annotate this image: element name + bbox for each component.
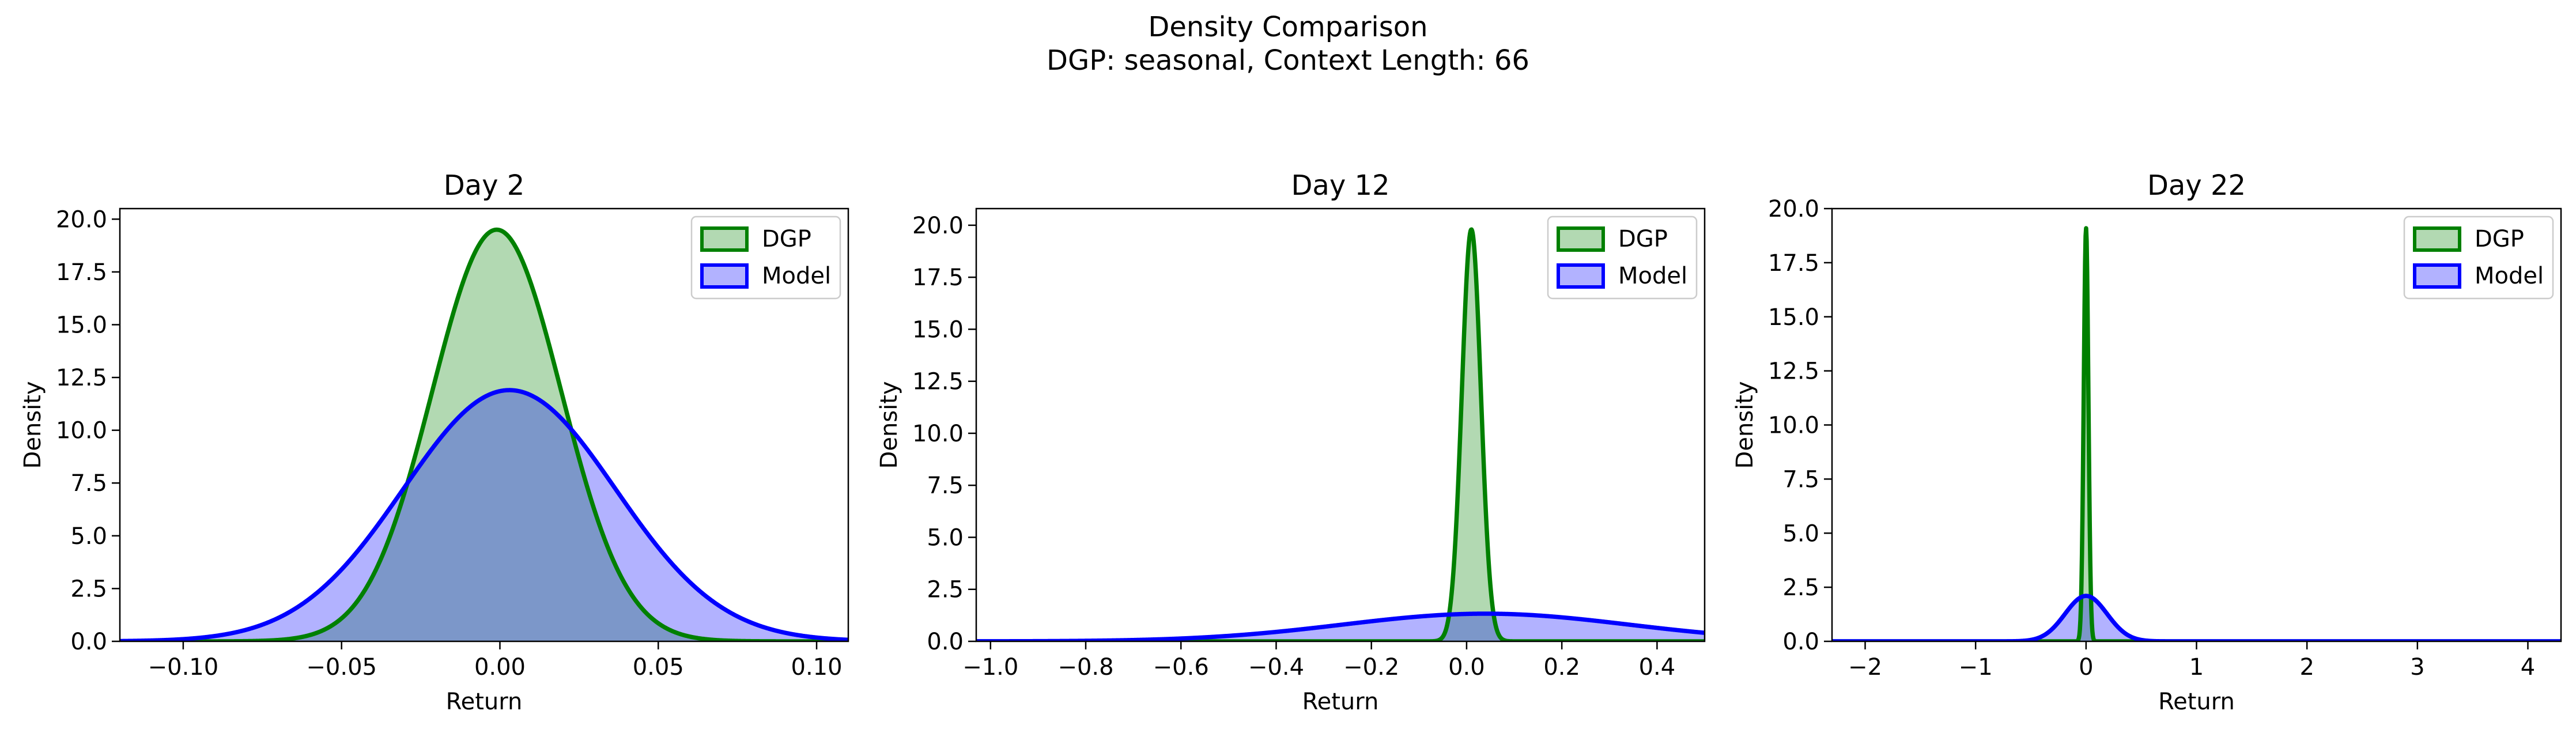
- legend-box: [690, 216, 841, 300]
- x-tick-label: 4: [2521, 654, 2535, 681]
- legend-box: [1547, 216, 1698, 300]
- legend-swatch-model: [1557, 263, 1605, 289]
- legend-swatch-dgp: [1557, 226, 1605, 252]
- chart-panel-2: −1.0 −0.8 −0.6 −0.4 −0.2 0.0 0.2 0.4 0.0 2.5 5.0 7.…: [876, 169, 1706, 715]
- x-axis-label: Return: [1302, 689, 1379, 715]
- y-axis-label: Density: [1732, 381, 1758, 468]
- y-tick-label: 0.0: [1782, 629, 1819, 655]
- y-tick-label: 10.0: [1768, 413, 1819, 439]
- x-tick-label: −0.10: [148, 654, 219, 681]
- density-line-model: [1832, 594, 2561, 641]
- x-tick-label: −1: [1959, 654, 1993, 681]
- chart-panel-1: −0.10 −0.05 0.00 0.05 0.10 0.0 2.5 5.0 7.5 10.0 12…: [20, 169, 849, 715]
- x-tick-label: 0.0: [1448, 654, 1485, 681]
- x-tick-label: −0.05: [306, 654, 377, 681]
- density-fill-dgp: [120, 229, 848, 641]
- y-tick-label: 5.0: [1782, 520, 1819, 547]
- x-tick-label: −2: [1848, 654, 1882, 681]
- x-tick-label: −0.6: [1153, 654, 1209, 681]
- chart-title: Day 22: [2147, 169, 2246, 202]
- x-tick-label: −0.2: [1343, 654, 1399, 681]
- x-tick-label: 0.05: [633, 654, 684, 681]
- density-fill-model: [120, 390, 848, 641]
- y-tick-label: 12.5: [912, 369, 964, 395]
- suptitle-line-2: DGP: seasonal, Context Length: 66: [1047, 44, 1529, 77]
- y-tick-label: 7.5: [70, 470, 107, 497]
- y-tick-label: 0.0: [927, 629, 964, 655]
- legend-box: [2403, 216, 2554, 300]
- figure-suptitle: Density Comparison DGP: seasonal, Contex…: [0, 10, 2576, 77]
- y-tick-label: 5.0: [70, 523, 107, 550]
- y-tick-label: 10.0: [912, 421, 964, 447]
- y-tick-label: 17.5: [912, 264, 964, 291]
- chart-panel-3: −2 −1 0 1 2 3 4 0.0 2.5 5.0 7.5 10.0 12.5 15.0 17.5 20.…: [1732, 169, 2562, 715]
- x-tick-label: 0.4: [1639, 654, 1676, 681]
- y-tick-label: 20.0: [912, 213, 964, 239]
- y-tick-label: 17.5: [1768, 250, 1819, 277]
- density-line-model: [120, 388, 848, 641]
- x-tick-label: 0.2: [1543, 654, 1580, 681]
- density-fill-model: [976, 613, 1705, 641]
- y-tick-label: 2.5: [70, 576, 107, 602]
- x-tick-label: 1: [2189, 654, 2204, 681]
- y-tick-label: 2.5: [927, 577, 964, 603]
- legend: DGP Model: [2403, 216, 2554, 300]
- legend-label-model: Model: [2475, 263, 2544, 289]
- y-tick-label: 15.0: [56, 312, 107, 338]
- y-tick-label: 20.0: [1768, 196, 1819, 222]
- y-tick-label: 5.0: [927, 524, 964, 551]
- y-tick-label: 15.0: [1768, 304, 1819, 331]
- chart-title: Day 2: [444, 169, 525, 202]
- x-tick-label: −0.8: [1057, 654, 1113, 681]
- axes-frame: [119, 207, 849, 642]
- legend-label-model: Model: [762, 263, 831, 289]
- x-tick-label: 0.00: [474, 654, 526, 681]
- density-fill-model: [1832, 596, 2561, 641]
- y-tick-label: 12.5: [56, 365, 107, 391]
- x-tick-label: −1.0: [962, 654, 1018, 681]
- legend-label-dgp: DGP: [1618, 226, 1668, 252]
- y-tick-label: 20.0: [56, 206, 107, 233]
- legend-label-dgp: DGP: [2475, 226, 2524, 252]
- x-tick-label: −0.4: [1248, 654, 1304, 681]
- legend-label-model: Model: [1618, 263, 1687, 289]
- axes-frame: [975, 207, 1706, 642]
- x-tick-label: 0: [2079, 654, 2093, 681]
- y-axis-label: Density: [20, 381, 46, 468]
- y-tick-label: 15.0: [912, 316, 964, 343]
- legend: DGP Model: [690, 216, 841, 300]
- legend-swatch-model: [700, 263, 749, 289]
- legend-swatch-model: [2413, 263, 2461, 289]
- x-tick-label: 0.10: [791, 654, 843, 681]
- legend-swatch-dgp: [2413, 226, 2461, 252]
- x-tick-label: 3: [2410, 654, 2424, 681]
- suptitle-line-1: Density Comparison: [1148, 11, 1428, 43]
- x-axis-label: Return: [2158, 689, 2235, 715]
- legend: DGP Model: [1547, 216, 1698, 300]
- y-tick-label: 2.5: [1782, 575, 1819, 601]
- chart-title: Day 12: [1291, 169, 1389, 202]
- y-axis-label: Density: [876, 381, 902, 468]
- y-tick-label: 7.5: [927, 473, 964, 499]
- y-tick-label: 12.5: [1768, 358, 1819, 385]
- y-tick-label: 0.0: [70, 629, 107, 655]
- legend-label-dgp: DGP: [762, 226, 811, 252]
- y-tick-label: 10.0: [56, 418, 107, 444]
- x-tick-label: 2: [2299, 654, 2314, 681]
- x-axis-label: Return: [446, 689, 523, 715]
- y-tick-label: 7.5: [1782, 466, 1819, 493]
- legend-swatch-dgp: [700, 226, 749, 252]
- y-tick-label: 17.5: [56, 259, 107, 286]
